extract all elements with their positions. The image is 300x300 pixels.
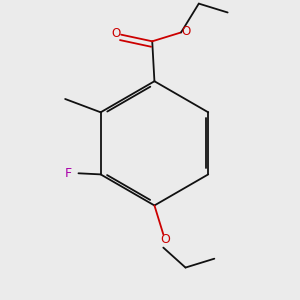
Text: O: O xyxy=(181,25,190,38)
Text: F: F xyxy=(65,167,72,180)
Text: O: O xyxy=(111,27,120,40)
Text: O: O xyxy=(160,233,170,246)
